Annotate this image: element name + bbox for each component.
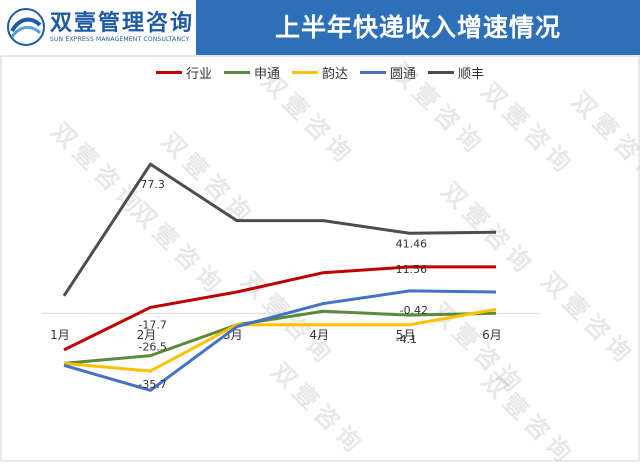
x-tick-label: 6月 — [482, 328, 502, 342]
chart-frame — [0, 55, 640, 462]
chart-legend: 行业 申通 韵达 圆通 顺丰 — [0, 63, 640, 82]
logo-subtitle: SUN EXPRESS MANAGEMENT CONSULTANCY — [50, 36, 190, 43]
series-line — [63, 265, 496, 352]
series-line — [63, 307, 497, 373]
x-tick-label: 2月 — [137, 328, 157, 342]
logo-name: 双壹管理咨询 — [50, 11, 195, 36]
legend-label: 韵达 — [321, 67, 348, 82]
x-tick-label: 5月 — [396, 328, 416, 342]
series-line — [63, 309, 497, 365]
legend-label: 顺丰 — [458, 67, 485, 82]
legend-item: 行业 — [155, 63, 212, 82]
legend-label: 申通 — [253, 67, 280, 82]
legend-swatch — [428, 71, 455, 74]
line-chart: 1月 2月 3月 4月 5月 6月77.341.4611.56-0.42-4.1-17.7… — [42, 162, 540, 392]
legend-label: 行业 — [185, 67, 212, 82]
legend-swatch — [155, 71, 182, 74]
data-label: -26.5 — [138, 340, 166, 353]
data-label: -17.7 — [138, 318, 166, 331]
series-line — [63, 289, 497, 392]
legend-swatch — [291, 71, 318, 74]
legend-item: 顺丰 — [428, 63, 484, 82]
x-tick-label: 1月 — [50, 328, 70, 342]
legend-label: 圆通 — [390, 67, 417, 82]
legend-swatch — [223, 71, 250, 74]
legend-item: 圆通 — [360, 63, 416, 82]
series-line — [62, 162, 497, 297]
data-label: -4.1 — [396, 333, 417, 346]
logo: 双壹管理咨询 SUN EXPRESS MANAGEMENT CONSULTANC… — [0, 0, 196, 55]
legend-item: 韵达 — [291, 63, 348, 82]
legend-swatch — [360, 71, 386, 74]
page-title: 上半年快递收入增速情况 — [274, 13, 561, 42]
logo-swirl-icon — [7, 8, 45, 46]
data-label: 11.56 — [396, 263, 428, 276]
legend-item: 申通 — [223, 63, 280, 82]
x-tick-label: 4月 — [309, 328, 329, 342]
header-bar: 双壹管理咨询 SUN EXPRESS MANAGEMENT CONSULTANC… — [0, 0, 640, 55]
data-label: 77.3 — [140, 178, 165, 191]
data-label: -0.42 — [400, 304, 428, 317]
data-label: -35.7 — [138, 378, 166, 391]
data-label: 41.46 — [396, 237, 428, 250]
